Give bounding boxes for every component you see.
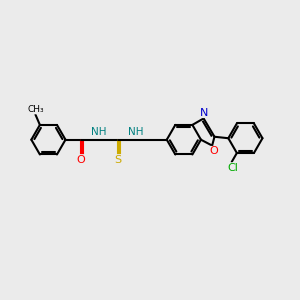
Text: Cl: Cl	[228, 163, 238, 173]
Text: NH: NH	[91, 127, 107, 137]
Text: CH₃: CH₃	[27, 105, 44, 114]
Text: S: S	[114, 155, 121, 165]
Text: O: O	[210, 146, 219, 157]
Text: O: O	[76, 155, 85, 165]
Text: N: N	[200, 107, 208, 118]
Text: NH: NH	[128, 127, 144, 137]
